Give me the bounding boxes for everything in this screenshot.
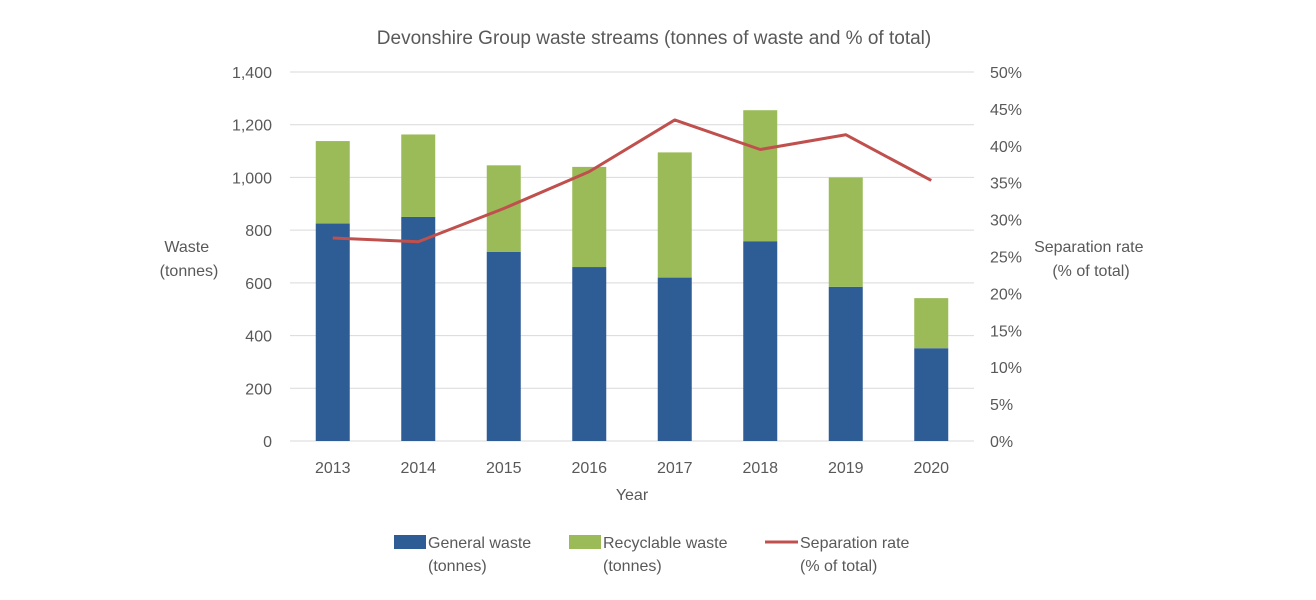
bar-general-waste <box>315 223 350 441</box>
x-axis-ticks: 2013 2014 2015 2016 2017 2018 2019 2020 <box>315 460 949 477</box>
x-axis-tick-label: 2018 <box>742 460 778 477</box>
legend: General waste (tonnes) Recyclable waste … <box>394 535 914 575</box>
bar-recyclable-waste <box>401 134 436 217</box>
bar-general-waste <box>657 277 692 441</box>
right-axis-title-line-2: (% of total) <box>1052 263 1129 280</box>
legend-label-separation-rate: Separation rate (% of total) <box>800 535 914 575</box>
chart-title: Devonshire Group waste streams (tonnes o… <box>377 28 931 49</box>
left-axis-title-line-2: (tonnes) <box>160 263 219 280</box>
left-axis-tick-label: 1,200 <box>232 118 272 135</box>
x-axis-tick-label: 2013 <box>315 460 351 477</box>
left-axis-tick-label: 0 <box>263 434 272 451</box>
x-axis-tick-label: 2015 <box>486 460 522 477</box>
x-axis-tick-label: 2019 <box>828 460 864 477</box>
separation-rate-line-layer <box>332 118 932 244</box>
right-axis-title-line-1: Separation rate <box>1034 239 1144 256</box>
right-axis-tick-label: 25% <box>990 250 1022 267</box>
x-axis-tick-label: 2014 <box>400 460 436 477</box>
bar-general-waste <box>828 286 863 441</box>
x-axis-tick-label: 2020 <box>913 460 949 477</box>
right-axis-tick-label: 10% <box>990 360 1022 377</box>
bar-recyclable-waste <box>828 177 863 287</box>
bar-recyclable-waste <box>914 298 949 349</box>
right-axis-tick-label: 20% <box>990 286 1022 303</box>
left-axis-tick-label: 800 <box>245 223 272 240</box>
right-axis-tick-label: 0% <box>990 434 1013 451</box>
legend-item-general-waste: General waste (tonnes) <box>394 535 536 575</box>
left-axis-tick-label: 600 <box>245 276 272 293</box>
legend-item-recyclable-waste: Recyclable waste (tonnes) <box>569 535 732 575</box>
x-axis-tick-label: 2017 <box>657 460 693 477</box>
bar-general-waste <box>401 216 436 441</box>
bars <box>315 110 949 441</box>
x-axis-title: Year <box>616 487 649 504</box>
right-axis-tick-label: 35% <box>990 176 1022 193</box>
right-axis-tick-label: 5% <box>990 397 1013 414</box>
legend-swatch-recyclable-waste <box>569 535 601 549</box>
right-axis-tick-label: 50% <box>990 65 1022 82</box>
bar-recyclable-waste <box>657 152 692 278</box>
legend-item-separation-rate: Separation rate (% of total) <box>765 535 914 575</box>
left-axis-tick-label: 1,400 <box>232 65 272 82</box>
bar-general-waste <box>914 348 949 441</box>
right-axis-tick-label: 40% <box>990 139 1022 156</box>
legend-label-recyclable-waste: Recyclable waste (tonnes) <box>603 535 732 575</box>
left-axis-tick-label: 1,000 <box>232 170 272 187</box>
bar-recyclable-waste <box>572 166 607 268</box>
separation-rate-line <box>332 118 932 244</box>
bar-general-waste <box>486 251 521 441</box>
left-axis-tick-label: 200 <box>245 381 272 398</box>
right-axis-title: Separation rate (% of total) <box>1034 239 1148 280</box>
bar-general-waste <box>743 241 778 441</box>
legend-label-general-waste: General waste (tonnes) <box>428 535 536 575</box>
left-axis-ticks: 0 200 400 600 800 1,000 1,200 1,400 <box>232 65 272 451</box>
right-axis-tick-label: 30% <box>990 213 1022 230</box>
left-axis-title-line-1: Waste <box>164 239 209 256</box>
bar-recyclable-waste <box>743 110 778 242</box>
right-axis-tick-label: 15% <box>990 323 1022 340</box>
left-axis-title: Waste (tonnes) <box>160 239 219 280</box>
x-axis-tick-label: 2016 <box>571 460 607 477</box>
bar-recyclable-waste <box>315 141 350 224</box>
legend-swatch-general-waste <box>394 535 426 549</box>
right-axis-tick-label: 45% <box>990 102 1022 119</box>
left-axis-tick-label: 400 <box>245 329 272 346</box>
right-axis-ticks: 0% 5% 10% 15% 20% 25% 30% 35% 40% 45% 50% <box>990 65 1022 451</box>
gridlines <box>290 71 974 442</box>
bar-general-waste <box>572 267 607 441</box>
